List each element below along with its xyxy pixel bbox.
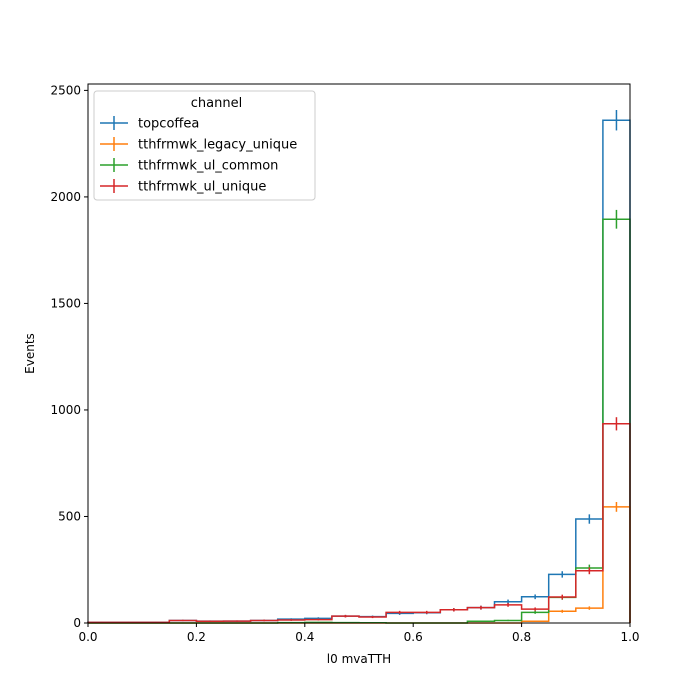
x-tick-label: 0.0: [78, 630, 97, 644]
legend-item: tthfrmwk_legacy_unique: [100, 137, 297, 153]
axes-frame: [87, 83, 631, 624]
y-axis-label: Events: [23, 333, 37, 374]
legend-item: tthfrmwk_ul_unique: [100, 179, 266, 195]
x-tick-label: 0.8: [512, 630, 531, 644]
series-step-line: [87, 423, 631, 624]
y-tick-label: 1500: [50, 296, 81, 310]
y-tick-label: 2500: [50, 83, 81, 97]
legend: channel topcoffea tthfrmwk_legacy_uniquett…: [93, 90, 316, 201]
x-axis: 0.0 0.2 0.4 0.6 0.8 1.0: [78, 623, 640, 644]
legend-box: [93, 90, 316, 201]
legend-label: topcoffea: [138, 117, 199, 132]
y-tick-label: 500: [58, 509, 81, 523]
y-tick-label: 0: [73, 616, 81, 630]
y-tick-label: 2000: [50, 190, 81, 204]
x-tick-label: 0.4: [295, 630, 314, 644]
y-tick-label: 1000: [50, 403, 81, 417]
x-tick-label: 0.6: [404, 630, 423, 644]
legend-label: tthfrmwk_ul_common: [138, 159, 278, 174]
y-axis: 0 500 1000 1500 2000 2500: [50, 83, 88, 630]
x-tick-label: 0.2: [187, 630, 206, 644]
x-tick-label: 1.0: [620, 630, 639, 644]
x-axis-label: l0 mvaTTH: [327, 652, 391, 666]
legend-title: channel: [191, 96, 242, 111]
legend-label: tthfrmwk_ul_unique: [138, 180, 266, 195]
legend-item: topcoffea: [100, 116, 199, 132]
legend-label: tthfrmwk_legacy_unique: [138, 138, 297, 153]
legend-item: tthfrmwk_ul_common: [100, 158, 278, 174]
